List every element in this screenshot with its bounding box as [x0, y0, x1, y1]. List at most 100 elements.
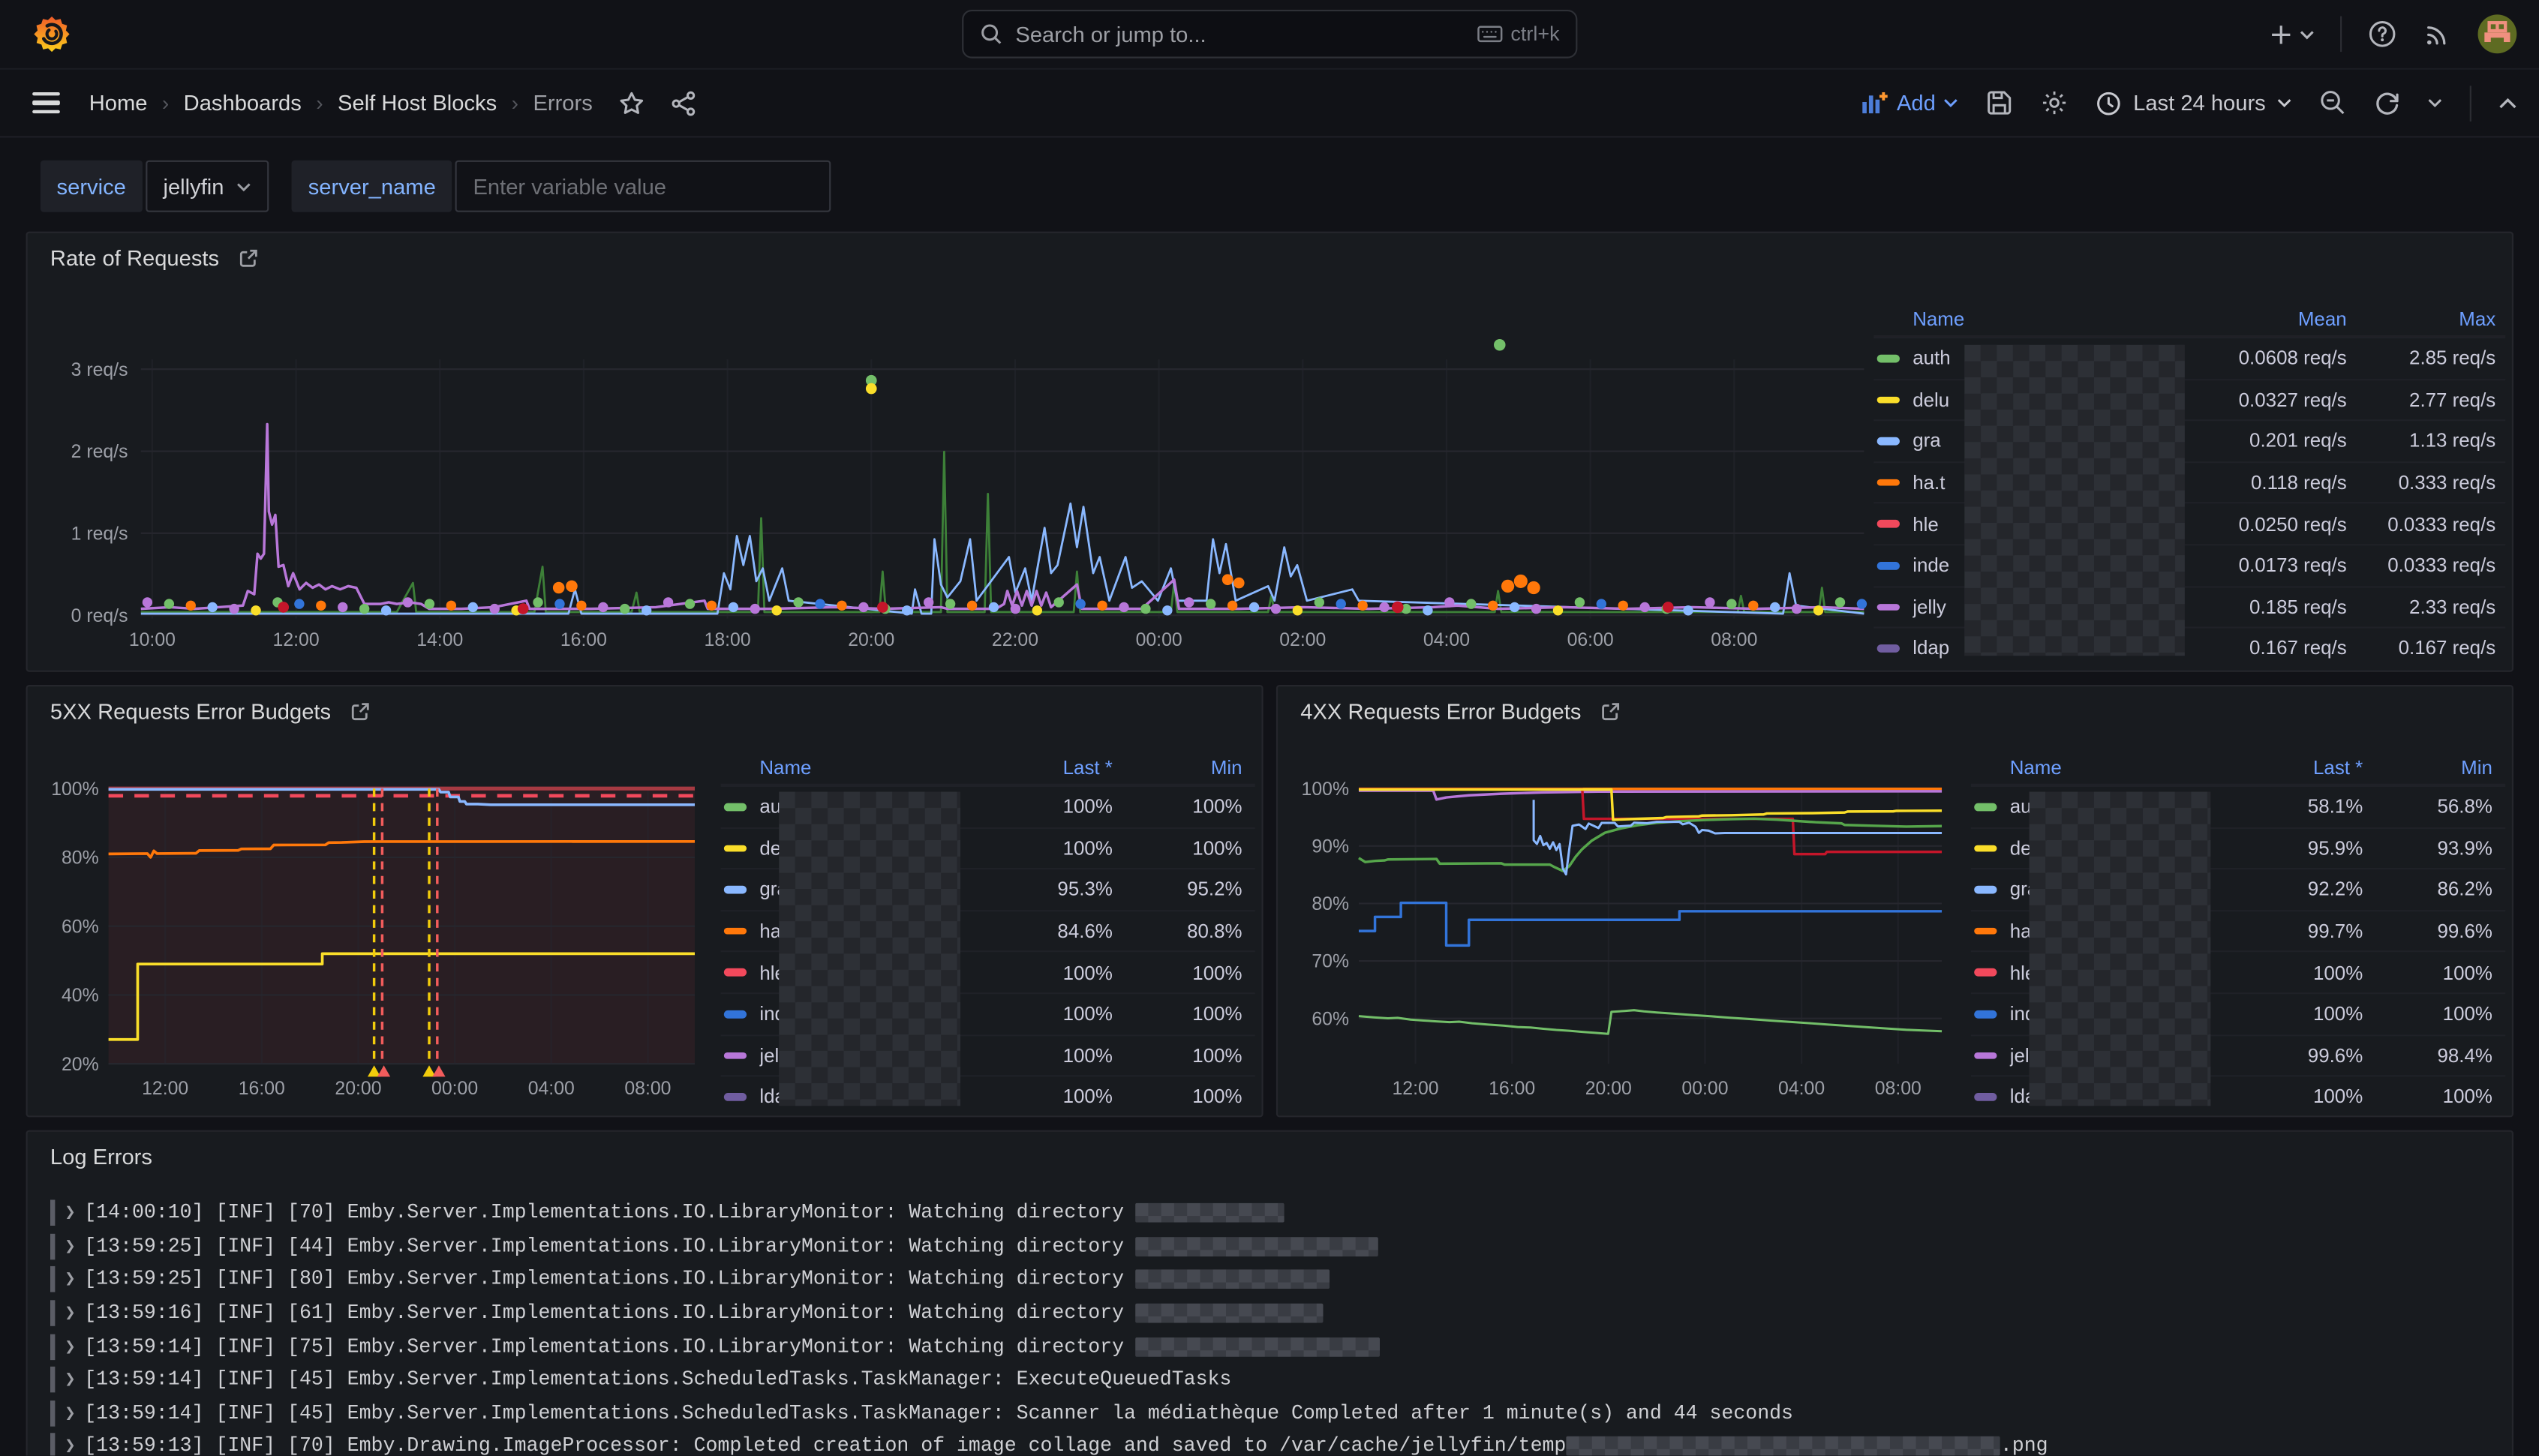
expand-chevron-icon[interactable]: ❯ [65, 1405, 76, 1425]
refresh-icon[interactable] [2374, 90, 2400, 116]
share-icon[interactable] [670, 90, 696, 116]
legend-row[interactable]: ha.t 0.118 req/s 0.333 req/s [1873, 461, 2506, 503]
rate-x-axis: 10:00 12:00 14:00 16:00 18:00 20:00 22:0… [129, 630, 1758, 650]
help-icon[interactable] [2368, 20, 2397, 49]
svg-text:22:00: 22:00 [992, 630, 1038, 650]
svg-text:08:00: 08:00 [1711, 630, 1757, 650]
series-green-line [140, 450, 1864, 614]
expand-chevron-icon[interactable]: ❯ [65, 1371, 76, 1391]
legend-row[interactable]: gra 95.3% 95.2% [720, 868, 1255, 909]
legend-row[interactable]: hle 100% 100% [1970, 950, 2506, 992]
series-color [1974, 844, 1997, 852]
breadcrumb-self-host-blocks[interactable]: Self Host Blocks [338, 90, 497, 116]
grafana-logo-icon[interactable] [32, 14, 71, 53]
dashboard-variables: service jellyfin server_name [40, 160, 2513, 212]
refresh-interval-chevron-icon[interactable] [2428, 98, 2442, 109]
censored-region [1135, 1236, 1379, 1256]
legend-header-name[interactable]: Name [759, 756, 812, 779]
legend-row[interactable]: ind 100% 100% [720, 992, 1255, 1034]
expand-chevron-icon[interactable]: ❯ [65, 1271, 76, 1292]
external-link-icon[interactable] [239, 248, 260, 269]
external-link-icon[interactable] [350, 701, 371, 722]
log-row: ❯ [14:00:10] [INF] [70] Emby.Server.Imple… [50, 1196, 2489, 1229]
log-row: ❯ [13:59:14] [INF] [45] Emby.Server.Imple… [50, 1363, 2489, 1396]
panel-title[interactable]: 4XX Requests Error Budgets [1300, 699, 1621, 724]
series-color [1876, 562, 1900, 569]
legend-row[interactable]: lda 100% 100% [1970, 1075, 2506, 1117]
svg-text:04:00: 04:00 [1778, 1079, 1825, 1099]
series-color [1974, 1093, 1997, 1101]
expand-chevron-icon[interactable]: ❯ [65, 1205, 76, 1225]
new-plus-icon[interactable] [2269, 22, 2314, 46]
legend-row[interactable]: de 100% 100% [720, 827, 1255, 868]
svg-text:60%: 60% [1312, 1009, 1349, 1029]
variable-service-select[interactable]: jellyfin [145, 160, 269, 212]
legend-header-name[interactable]: Name [2009, 756, 2062, 779]
legend-row[interactable]: ldap 0.167 req/s 0.167 req/s [1873, 626, 2506, 668]
legend-row[interactable]: lda 100% 100% [720, 1075, 1255, 1117]
expand-chevron-icon[interactable]: ❯ [65, 1304, 76, 1325]
keyboard-icon [1477, 24, 1503, 44]
breadcrumb: Home › Dashboards › Self Host Blocks › E… [89, 90, 593, 116]
panel-title[interactable]: Rate of Requests [50, 246, 260, 270]
legend-row[interactable]: gra 92.2% 86.2% [1970, 868, 2506, 909]
variable-server-name: server_name [292, 160, 831, 212]
log-row: ❯ [13:59:16] [INF] [61] Emby.Server.Imple… [50, 1296, 2489, 1329]
panel-title[interactable]: Log Errors [50, 1145, 152, 1169]
legend-header-name[interactable]: Name [1913, 308, 1965, 331]
news-rss-icon[interactable] [2423, 20, 2452, 49]
legend-header-min[interactable]: Min [2461, 756, 2492, 779]
legend-row[interactable]: hle 0.0250 req/s 0.0333 req/s [1873, 502, 2506, 544]
breadcrumb-dashboards[interactable]: Dashboards [183, 90, 302, 116]
series-color [1876, 603, 1900, 611]
search-input[interactable]: Search or jump to... ctrl+k [962, 9, 1578, 59]
legend-header-mean[interactable]: Mean [2297, 308, 2347, 331]
external-link-icon[interactable] [1600, 701, 1621, 722]
legend-header-min[interactable]: Min [1210, 756, 1242, 779]
collapse-toolbar-icon[interactable] [2499, 96, 2517, 109]
settings-gear-icon[interactable] [2041, 89, 2069, 117]
favorite-star-icon[interactable] [618, 90, 645, 116]
series-color [1974, 1052, 1997, 1059]
expand-chevron-icon[interactable]: ❯ [65, 1338, 76, 1358]
series-color [723, 927, 747, 935]
series-color [723, 1093, 747, 1101]
breadcrumb-errors: Errors [533, 90, 593, 116]
zoom-out-icon[interactable] [2319, 89, 2347, 117]
save-dashboard-icon[interactable] [1986, 89, 2014, 117]
divider [2340, 16, 2342, 53]
expand-chevron-icon[interactable]: ❯ [65, 1238, 76, 1258]
err5xx-chart[interactable]: 100% 80% 60% 40% 20% 12:00 16:00 20:00 0… [41, 752, 721, 1108]
legend-row[interactable]: delu 0.0327 req/s 2.77 req/s [1873, 378, 2506, 419]
variable-server-name-input[interactable] [455, 160, 831, 212]
svg-text:08:00: 08:00 [1875, 1079, 1922, 1099]
legend-row[interactable]: jelly 0.185 req/s 2.33 req/s [1873, 585, 2506, 626]
legend-row[interactable]: del 95.9% 93.9% [1970, 827, 2506, 868]
legend-row[interactable]: jell 99.6% 98.4% [1970, 1034, 2506, 1075]
add-button[interactable]: Add [1861, 91, 1958, 115]
svg-text:12:00: 12:00 [273, 630, 320, 650]
time-range-picker[interactable]: Last 24 hours [2096, 90, 2292, 116]
rate-chart[interactable]: 3 req/s 2 req/s 1 req/s 0 req/s 10:00 12… [41, 301, 1870, 665]
series-dark-green [1358, 817, 1943, 872]
menu-toggle-icon[interactable] [32, 92, 60, 114]
err4xx-chart[interactable]: 100% 90% 80% 70% 60% 12:00 16:00 20:00 0… [1291, 752, 1971, 1108]
user-avatar[interactable] [2477, 14, 2517, 54]
legend-row[interactable]: inde 0.0173 req/s 0.0333 req/s [1873, 544, 2506, 585]
legend-header: Name Last * Min [720, 752, 1255, 785]
legend-header-last[interactable]: Last * [1062, 756, 1113, 779]
panel-5xx-error-budgets: 5XX Requests Error Budgets 100% 80% 60% … [26, 685, 1263, 1118]
legend-header-last[interactable]: Last * [2313, 756, 2363, 779]
breadcrumb-home[interactable]: Home [89, 90, 148, 116]
expand-chevron-icon[interactable]: ❯ [65, 1438, 76, 1456]
series-yellow [1358, 788, 1943, 821]
log-row: ❯ [13:59:13] [INF] [70] Emby.Drawing.Imag… [50, 1430, 2489, 1456]
panel-title[interactable]: 5XX Requests Error Budgets [50, 699, 371, 724]
panel-rate-of-requests: Rate of Requests 3 req/s 2 req/s 1 req/s… [26, 231, 2513, 672]
log-level-bar [50, 1200, 56, 1226]
legend-header-max[interactable]: Max [2459, 308, 2496, 331]
svg-text:00:00: 00:00 [1136, 630, 1182, 650]
svg-text:1 req/s: 1 req/s [71, 524, 128, 544]
legend-row[interactable]: gra 0.201 req/s 1.13 req/s [1873, 419, 2506, 461]
legend-row[interactable]: auth 0.0608 req/s 2.85 req/s [1873, 336, 2506, 378]
